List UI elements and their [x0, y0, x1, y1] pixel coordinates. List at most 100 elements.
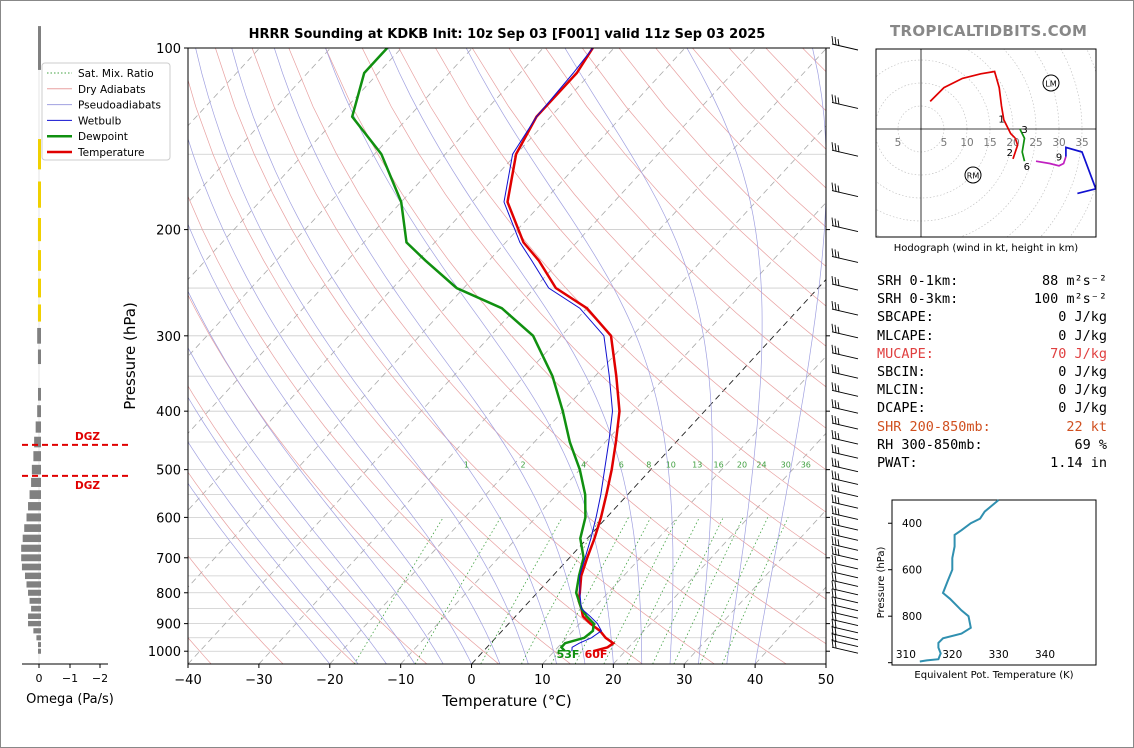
wind-barb-flag [831, 444, 834, 453]
omega-bar [38, 387, 41, 401]
mixing-ratio-line [626, 517, 700, 664]
hodograph-ring-label: 5 [895, 137, 902, 149]
wind-barb-flag [834, 555, 837, 565]
theta-e-xtick-label: 330 [989, 649, 1009, 661]
wind-barb-flag [831, 344, 834, 353]
mixing-ratio-label: 10 [666, 461, 676, 470]
stat-value: 0 J/kg [1058, 309, 1107, 326]
dry-adiabat [398, 48, 826, 513]
legend: Sat. Mix. Ratio Dry Adiabats Pseudoadiabat… [41, 62, 171, 161]
wind-barb-flag [837, 460, 840, 468]
omega-bar [33, 451, 41, 462]
wind-barb [831, 580, 859, 596]
series-dewpoint [350, 48, 596, 653]
mixing-ratio-line [480, 517, 563, 664]
wind-barb-flag [837, 326, 840, 334]
omega-bar [37, 304, 41, 322]
wind-barb-flag [837, 447, 840, 455]
omega-bar [31, 605, 41, 612]
wind-barb-flag [831, 625, 834, 634]
wind-barb-shaft [831, 225, 859, 233]
wind-barb-shaft [831, 190, 859, 198]
dry-adiabat [188, 385, 428, 664]
omega-tick-label: −2 [92, 672, 108, 685]
wind-barb [831, 182, 859, 198]
wind-barb-flag [834, 517, 837, 526]
wind-barb-shaft [831, 562, 859, 570]
mixing-ratio-label: 36 [801, 461, 811, 470]
y-tick-label: 500 [156, 464, 181, 479]
x-tick-label: 30 [676, 673, 693, 688]
wind-barb-shaft [831, 256, 859, 263]
stat-row: PWAT: 1.14 in [877, 454, 1107, 472]
wind-barb-flag [831, 382, 834, 391]
theta-e-xtick-label: 340 [1035, 649, 1055, 661]
dry-adiabat [188, 555, 284, 664]
omega-bar [26, 581, 41, 588]
moist-adiabat [273, 48, 586, 664]
wind-barb-shaft [831, 571, 859, 579]
wind-barb-shaft [831, 477, 859, 485]
mixing-ratio-label: 2 [520, 461, 525, 470]
wind-barb-flag [831, 604, 834, 613]
omega-bar [37, 405, 41, 418]
x-tick-label: 40 [747, 673, 764, 688]
y-tick-label: 300 [156, 330, 181, 345]
wind-barb-flag [831, 588, 834, 597]
x-axis-label: Temperature (°C) [441, 692, 571, 710]
wind-barb [831, 323, 859, 339]
wind-barb-flag [837, 417, 840, 426]
wind-barb-flag [831, 323, 834, 332]
wind-barb-shaft [831, 465, 859, 473]
stat-row: SRH 0-1km: 88 m²s⁻² [877, 272, 1107, 290]
stat-label: PWAT: [877, 454, 918, 471]
mixing-ratio-label: 20 [737, 461, 747, 470]
wind-barb [831, 35, 859, 51]
wind-barb-flag [834, 324, 837, 333]
wind-barb [831, 639, 859, 654]
dgz-label: DGZ [75, 431, 100, 443]
wind-barb-flag [834, 95, 837, 104]
wind-barb-flag [831, 457, 834, 466]
legend-item: Pseudoadiabats [78, 100, 161, 112]
omega-bar [31, 477, 41, 487]
hodograph-segment [1065, 146, 1096, 195]
wind-barb-flag [834, 483, 837, 492]
hodograph-segment [1019, 128, 1026, 162]
wind-barb [831, 142, 859, 157]
stat-label: SBCIN: [877, 363, 926, 380]
stat-row: MUCAPE: 70 J/kg [877, 345, 1107, 363]
dry-adiabat [188, 471, 356, 664]
wind-barb-flag [834, 640, 837, 649]
wind-barb-flag [834, 612, 837, 621]
stat-row: MLCIN: 0 J/kg [877, 381, 1107, 399]
hodograph-rm-marker [964, 166, 982, 184]
stat-row: SBCAPE: 0 J/kg [877, 308, 1107, 326]
wind-barb-flag [837, 385, 840, 393]
mixing-ratio-label: 8 [646, 461, 651, 470]
theta-e-frame [891, 499, 1097, 666]
hodograph-frame [875, 48, 1097, 238]
wind-barb [831, 588, 859, 604]
dry-adiabat [545, 48, 826, 347]
skewt-plot-area: 1 2 4 6 8 10 13 16 20 24 30 36 [188, 48, 826, 664]
wind-barb-shaft [831, 596, 859, 604]
wind-barb-flag [837, 38, 840, 47]
mixing-ratio-label: 6 [619, 461, 624, 470]
stat-value: 69 % [1074, 436, 1107, 453]
wind-barb-flag [834, 506, 837, 515]
mixing-ratio-line [550, 517, 629, 664]
hodograph-ring-label: 25 [1029, 137, 1042, 149]
wind-barb-flag [837, 97, 840, 105]
hodograph-lm-marker [1042, 74, 1060, 92]
stat-label: SHR 200-850mb: [877, 418, 991, 435]
omega-tick-label: −1 [62, 672, 78, 685]
wind-barb-flag [831, 182, 834, 191]
omega-bar [38, 26, 41, 70]
stat-row: SRH 0-3km: 100 m²s⁻² [877, 290, 1107, 308]
stat-label: MLCIN: [877, 382, 926, 399]
wind-barb-flag [831, 611, 834, 620]
wind-barb-shaft [831, 102, 859, 109]
